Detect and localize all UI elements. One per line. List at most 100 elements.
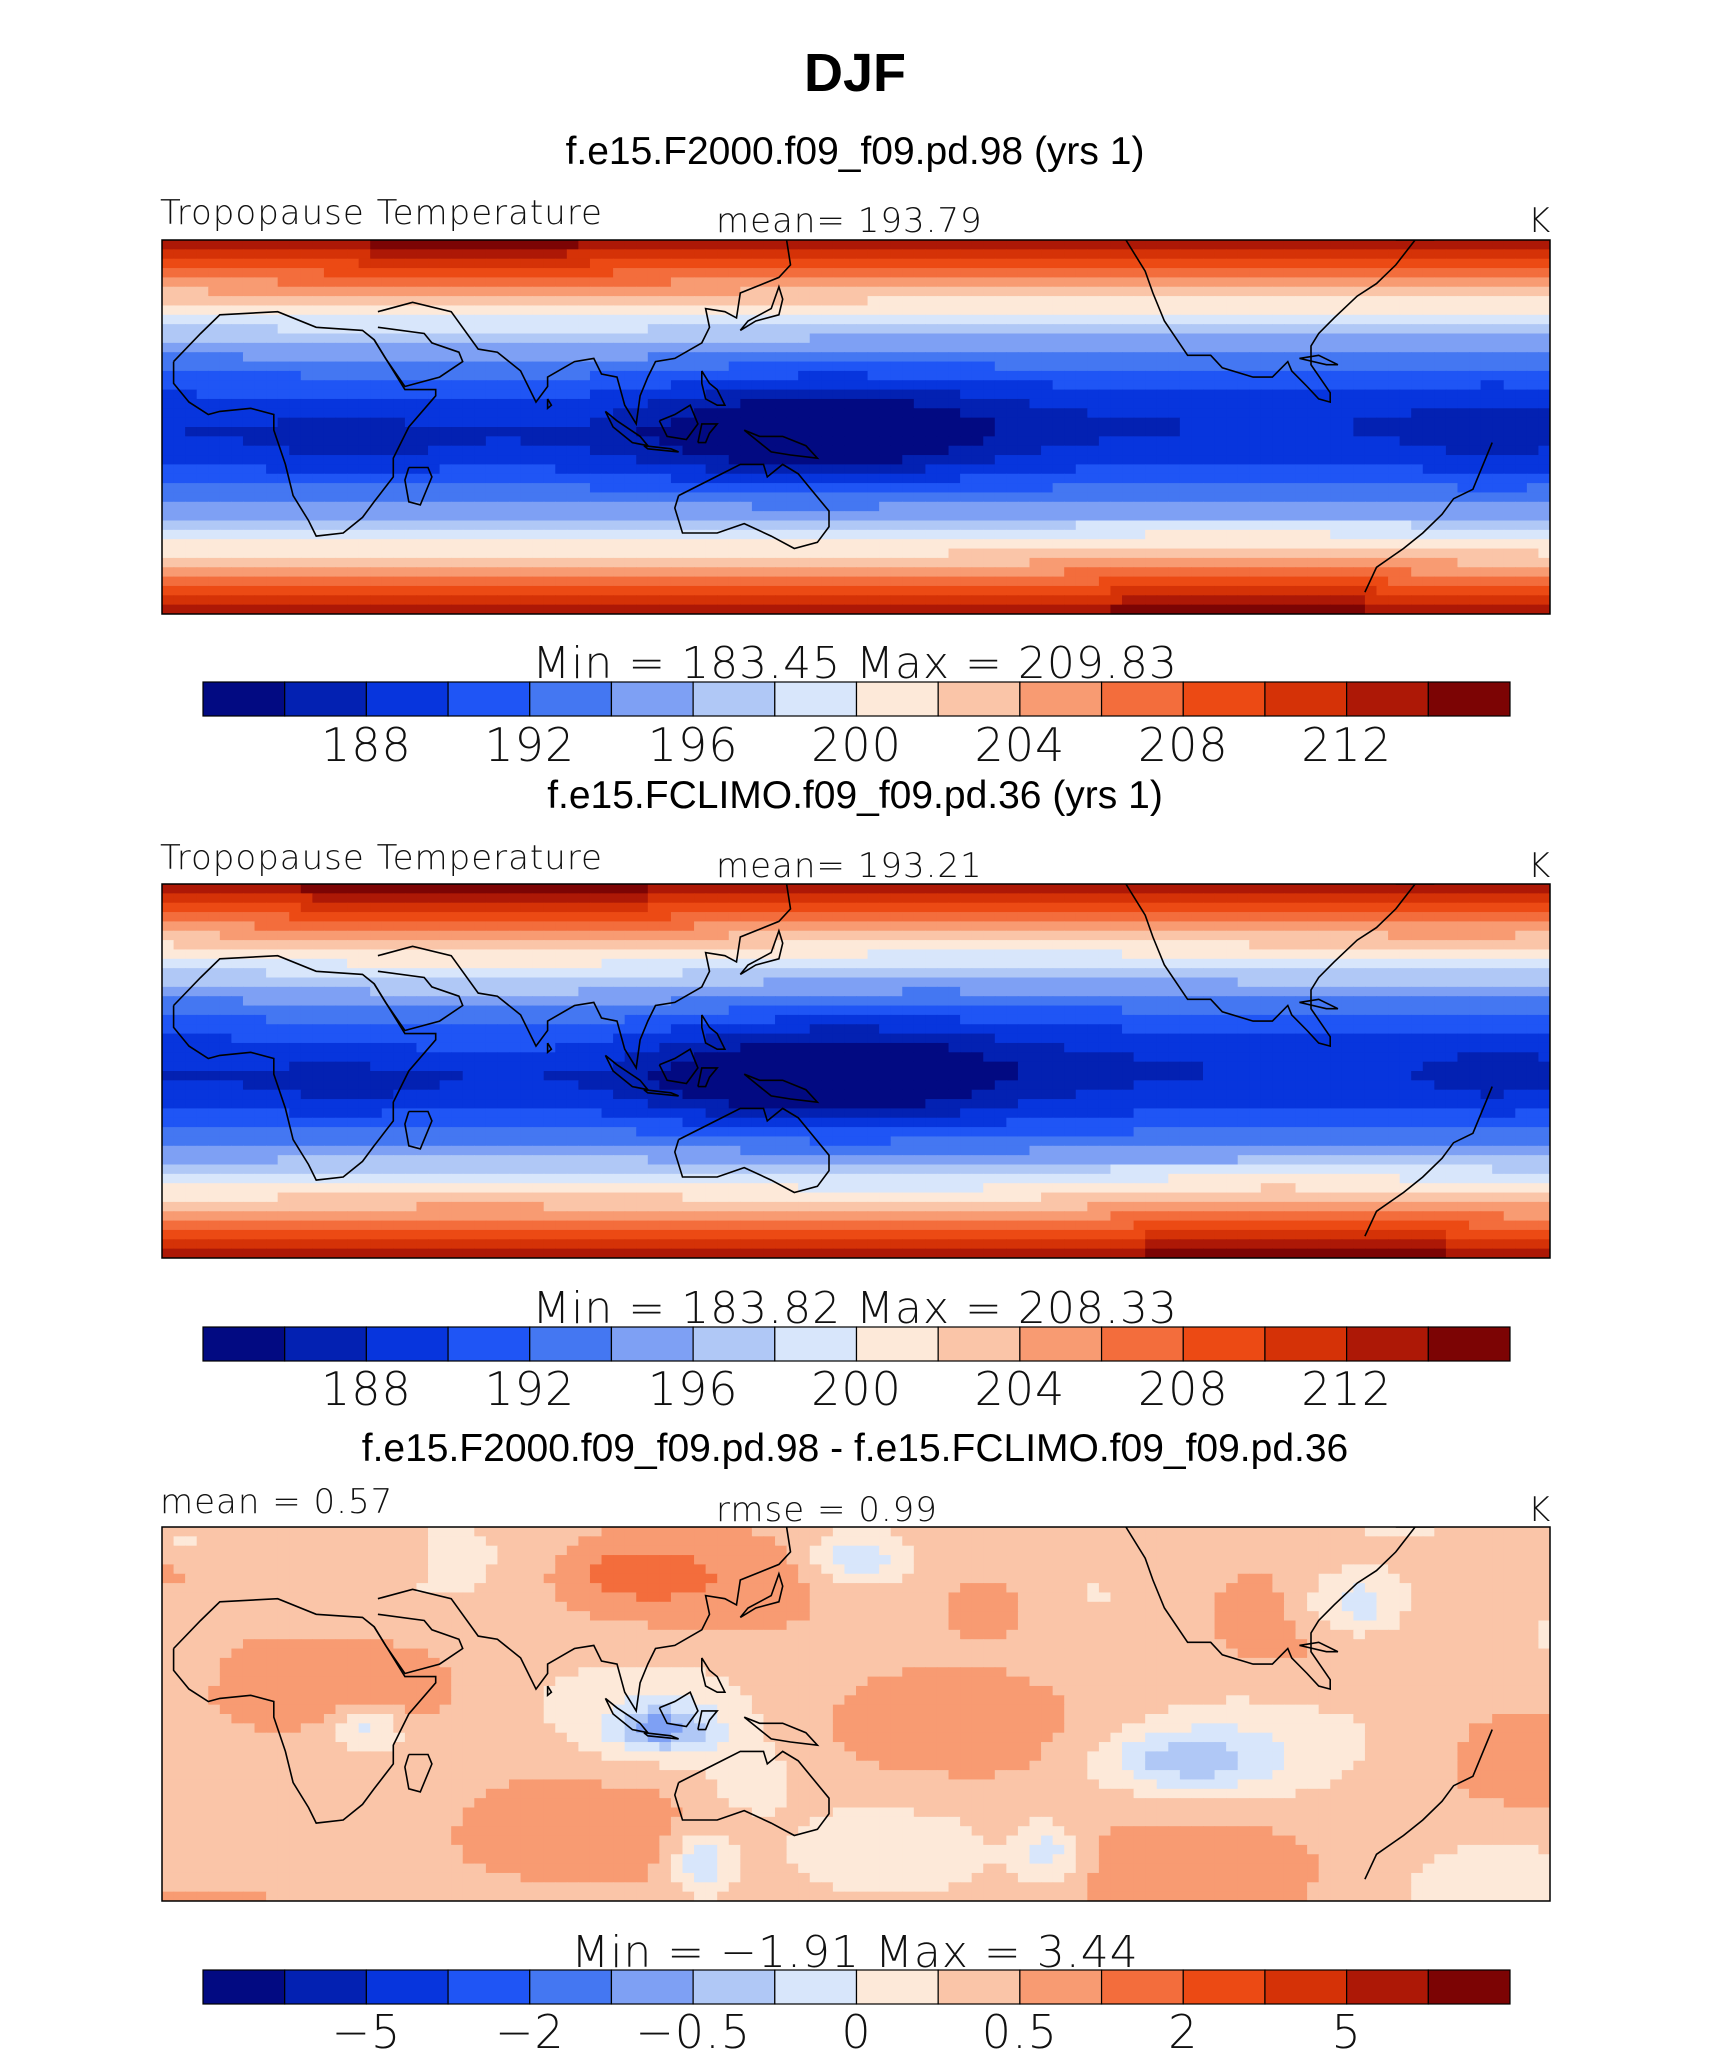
- field-cell: [833, 427, 845, 437]
- field-cell: [255, 427, 267, 437]
- field-cell: [1226, 558, 1238, 568]
- field-cell: [324, 343, 336, 353]
- field-cell: [891, 511, 903, 521]
- field-cell: [787, 343, 799, 353]
- field-cell: [1064, 502, 1076, 512]
- field-cell: [1504, 408, 1516, 418]
- field-cell: [243, 483, 255, 493]
- field-cell: [995, 464, 1007, 474]
- field-cell: [359, 390, 371, 400]
- field-cell: [567, 249, 579, 259]
- field-cell: [347, 287, 359, 297]
- field-cell: [220, 577, 232, 587]
- field-cell: [983, 343, 995, 353]
- field-cell: [428, 324, 440, 334]
- field-cell: [659, 549, 671, 559]
- field-cell: [555, 464, 567, 474]
- field-cell: [613, 259, 625, 269]
- field-cell: [659, 324, 671, 334]
- field-cell: [1203, 240, 1215, 250]
- field-cell: [1203, 483, 1215, 493]
- field-cell: [683, 492, 695, 502]
- field-cell: [636, 884, 648, 894]
- field-cell: [1423, 408, 1435, 418]
- field-cell: [231, 390, 243, 400]
- field-cell: [891, 277, 903, 287]
- field-cell: [995, 390, 1007, 400]
- field-cell: [1434, 530, 1446, 540]
- field-cell: [1353, 324, 1365, 334]
- field-cell: [336, 334, 348, 344]
- field-cell: [752, 884, 764, 894]
- field-cell: [763, 249, 775, 259]
- field-cell: [1203, 362, 1215, 372]
- field-cell: [1481, 521, 1493, 531]
- field-cell: [717, 296, 729, 306]
- field-cell: [1226, 539, 1238, 549]
- field-cell: [243, 455, 255, 465]
- field-cell: [1272, 884, 1284, 894]
- field-cell: [590, 586, 602, 596]
- field-cell: [602, 249, 614, 259]
- field-cell: [1527, 483, 1539, 493]
- field-cell: [463, 455, 475, 465]
- field-cell: [1238, 586, 1250, 596]
- field-cell: [1492, 259, 1504, 269]
- field-cell: [220, 521, 232, 531]
- field-cell: [683, 567, 695, 577]
- field-cell: [983, 884, 995, 894]
- field-cell: [231, 492, 243, 502]
- field-cell: [382, 586, 394, 596]
- field-cell: [174, 530, 186, 540]
- field-cell: [312, 408, 324, 418]
- field-cell: [1342, 287, 1354, 297]
- field-cell: [949, 446, 961, 456]
- field-cell: [428, 268, 440, 278]
- field-cell: [1041, 334, 1053, 344]
- field-cell: [243, 427, 255, 437]
- field-cell: [879, 446, 891, 456]
- field-cell: [1527, 408, 1539, 418]
- field-cell: [1423, 418, 1435, 428]
- field-cell: [1006, 521, 1018, 531]
- field-cell: [717, 277, 729, 287]
- field-cell: [416, 427, 428, 437]
- field-cell: [1446, 483, 1458, 493]
- field-cell: [671, 483, 683, 493]
- field-cell: [197, 492, 209, 502]
- field-cell: [255, 324, 267, 334]
- field-cell: [995, 371, 1007, 381]
- field-cell: [648, 259, 660, 269]
- field-cell: [1377, 492, 1389, 502]
- field-cell: [1527, 549, 1539, 559]
- field-cell: [1284, 558, 1296, 568]
- field-cell: [440, 884, 452, 894]
- field-cell: [185, 549, 197, 559]
- field-cell: [162, 446, 174, 456]
- field-cell: [694, 352, 706, 362]
- field-cell: [983, 408, 995, 418]
- field-cell: [162, 259, 174, 269]
- field-cell: [393, 586, 405, 596]
- field-cell: [428, 427, 440, 437]
- field-cell: [636, 492, 648, 502]
- field-cell: [1492, 474, 1504, 484]
- field-cell: [856, 530, 868, 540]
- field-cell: [972, 567, 984, 577]
- field-cell: [879, 418, 891, 428]
- field-cell: [1168, 343, 1180, 353]
- field-cell: [486, 567, 498, 577]
- field-cell: [1353, 558, 1365, 568]
- field-cell: [613, 362, 625, 372]
- field-cell: [486, 380, 498, 390]
- field-cell: [1319, 259, 1331, 269]
- field-cell: [1168, 539, 1180, 549]
- field-cell: [925, 408, 937, 418]
- field-cell: [1377, 586, 1389, 596]
- field-cell: [740, 567, 752, 577]
- field-cell: [463, 595, 475, 605]
- field-cell: [416, 362, 428, 372]
- field-cell: [763, 539, 775, 549]
- field-cell: [1492, 324, 1504, 334]
- field-cell: [602, 436, 614, 446]
